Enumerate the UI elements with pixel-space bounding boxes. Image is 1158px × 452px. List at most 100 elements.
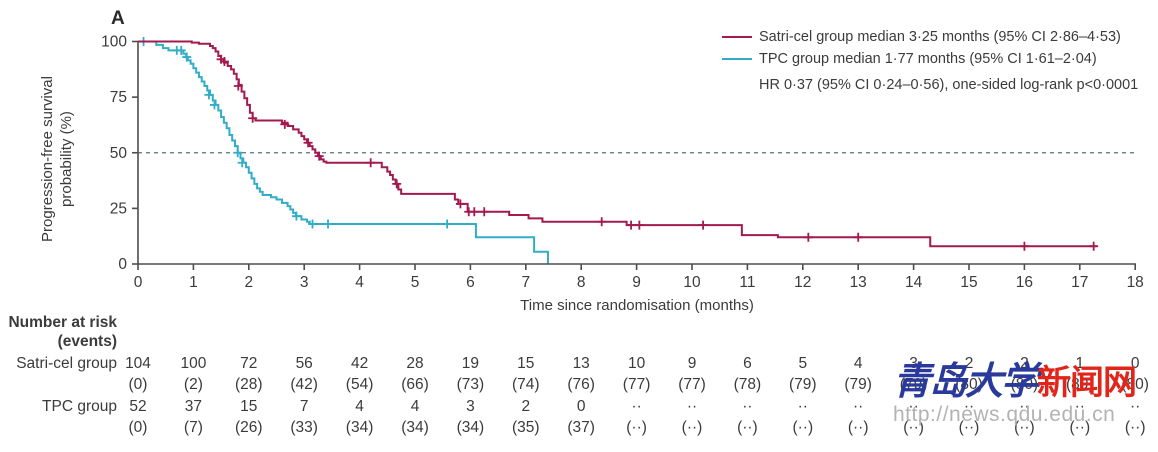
- risk-events-cell: (80): [1066, 376, 1094, 393]
- risk-count-cell: 72: [240, 355, 258, 372]
- legend-row-satri-cel: Satri-cel group median 3·25 months (95% …: [722, 26, 1138, 48]
- risk-events-cell: (78): [733, 376, 762, 393]
- risk-count-cell: ··: [631, 398, 642, 415]
- risk-events-cell: (34): [345, 419, 374, 436]
- risk-count-cell: 10: [627, 355, 646, 372]
- risk-count-cell: 37: [184, 398, 203, 415]
- x-tick-label: 4: [355, 274, 364, 291]
- risk-count-cell: 3: [466, 398, 475, 415]
- legend-label-satri-cel: Satri-cel group median 3·25 months (95% …: [759, 29, 1121, 45]
- risk-events-cell: (80): [1010, 376, 1039, 393]
- censor-tick-icon: [698, 220, 708, 230]
- censor-tick-icon: [248, 113, 258, 123]
- risk-events-cell: (··): [681, 419, 703, 436]
- censor-tick-icon: [626, 220, 636, 230]
- x-tick-label: 2: [244, 274, 253, 291]
- censor-tick-icon: [314, 151, 324, 161]
- satri-cel-line-swatch-icon: [722, 36, 752, 38]
- censor-tick-icon: [204, 90, 214, 100]
- risk-count-cell: 2: [521, 398, 531, 415]
- x-tick-label: 9: [632, 274, 641, 291]
- risk-events-cell: (77): [622, 376, 651, 393]
- censor-tick-icon: [597, 217, 607, 227]
- censor-tick-icon: [1019, 241, 1029, 251]
- risk-count-cell: 104: [125, 355, 151, 372]
- censor-tick-icon: [233, 81, 243, 91]
- panel-label: A: [111, 8, 125, 29]
- censor-tick-icon: [455, 199, 465, 209]
- censor-tick-icon: [308, 219, 318, 229]
- risk-count-cell: 4: [410, 398, 420, 415]
- risk-events-cell: (76): [567, 376, 595, 393]
- censor-tick-icon: [479, 207, 489, 217]
- risk-events-cell: (··): [958, 419, 980, 436]
- x-tick-label: 11: [739, 274, 755, 291]
- risk-events-cell: (80): [1121, 376, 1149, 393]
- x-tick-label: 6: [466, 274, 475, 291]
- risk-count-cell: 13: [572, 355, 590, 372]
- risk-table-subheader: (events): [57, 333, 117, 350]
- censor-tick-icon: [182, 52, 192, 62]
- risk-events-cell: (··): [903, 419, 924, 436]
- risk-events-cell: (··): [626, 419, 647, 436]
- x-tick-label: 0: [134, 274, 143, 291]
- risk-events-cell: (66): [401, 376, 429, 393]
- risk-count-cell: ··: [963, 398, 975, 415]
- risk-count-cell: 4: [355, 398, 364, 415]
- risk-events-cell: (42): [290, 376, 318, 393]
- censor-tick-icon: [323, 219, 333, 229]
- censor-tick-icon: [237, 158, 247, 168]
- risk-count-cell: ··: [1130, 398, 1141, 415]
- risk-table-header: Number at risk: [8, 314, 117, 331]
- y-tick-label: 50: [110, 145, 128, 162]
- risk-events-cell: (37): [567, 419, 595, 436]
- x-tick-label: 7: [521, 274, 530, 291]
- risk-events-cell: (79): [789, 376, 817, 393]
- watermark-site-name: 青岛大学新闻网: [893, 363, 1158, 401]
- tpc-line-swatch-icon: [722, 58, 752, 60]
- watermark-university-text: 青岛大学: [893, 361, 1039, 403]
- risk-count-cell: 52: [129, 398, 147, 415]
- watermark-url: http://news.qdu.edu.cn: [893, 403, 1116, 426]
- risk-row-label: TPC group: [42, 398, 117, 415]
- y-tick-label: 75: [110, 89, 127, 106]
- risk-events-cell: (··): [792, 419, 814, 436]
- risk-count-cell: 0: [1130, 355, 1140, 372]
- x-tick-label: 1: [189, 274, 198, 291]
- censor-tick-icon: [176, 45, 186, 55]
- risk-count-cell: 42: [350, 355, 369, 372]
- watermark-news-text: 新闻网: [1037, 364, 1137, 402]
- risk-count-cell: 9: [687, 355, 697, 372]
- risk-count-cell: 4: [853, 355, 863, 372]
- censor-tick-icon: [219, 57, 229, 67]
- risk-count-cell: 19: [461, 355, 480, 372]
- censor-tick-icon: [853, 232, 863, 242]
- risk-events-cell: (80): [955, 376, 983, 393]
- x-tick-label: 12: [794, 274, 811, 291]
- censor-tick-icon: [233, 148, 243, 158]
- risk-events-cell: (2): [183, 376, 203, 393]
- risk-row-label: Satri-cel group: [16, 355, 117, 372]
- x-tick-label: 5: [411, 274, 420, 291]
- censor-tick-icon: [1089, 241, 1099, 251]
- censor-tick-icon: [366, 158, 376, 168]
- risk-count-cell: 56: [295, 355, 313, 372]
- risk-count-cell: 0: [576, 398, 586, 415]
- risk-events-cell: (··): [1124, 419, 1146, 436]
- risk-events-cell: (··): [1014, 419, 1035, 436]
- x-axis-title: Time since randomisation (months): [520, 297, 754, 314]
- risk-events-cell: (28): [235, 376, 263, 393]
- censor-tick-icon: [469, 207, 479, 217]
- risk-events-cell: (74): [512, 376, 540, 393]
- legend-row-tpc: TPC group median 1·77 months (95% CI 1·6…: [722, 48, 1138, 70]
- risk-count-cell: ··: [686, 398, 698, 415]
- risk-count-cell: 15: [517, 355, 535, 372]
- risk-events-cell: (73): [456, 376, 485, 393]
- y-tick-label: 25: [110, 200, 127, 217]
- censor-marks-satri-cel-group: [216, 54, 1099, 251]
- x-tick-label: 3: [300, 274, 309, 291]
- risk-events-cell: (26): [235, 419, 263, 436]
- risk-count-cell: 3: [909, 355, 918, 372]
